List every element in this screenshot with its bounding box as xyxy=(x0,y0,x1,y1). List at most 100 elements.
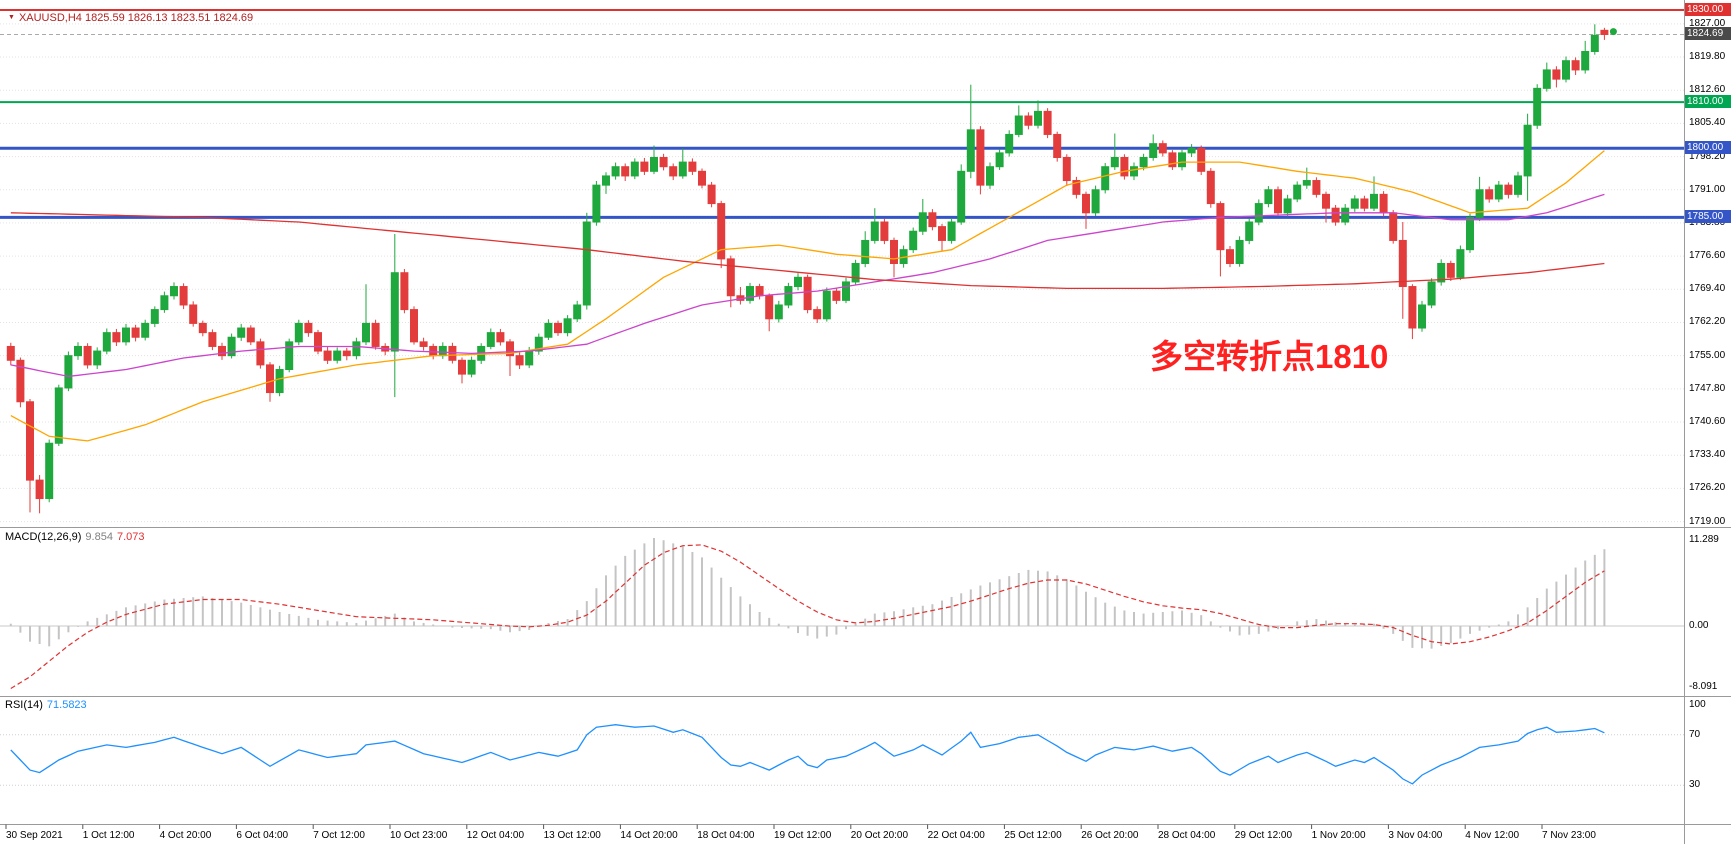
candle-body xyxy=(1331,207,1340,223)
candle-body xyxy=(1130,166,1138,177)
macd-main-value: 9.854 xyxy=(85,531,113,543)
candle-body xyxy=(995,152,1004,168)
candle-body xyxy=(1235,239,1244,264)
candle-body xyxy=(861,239,870,264)
candle-body xyxy=(1005,133,1014,154)
candle-body xyxy=(563,318,572,334)
candle-body xyxy=(506,341,514,357)
candle-body xyxy=(74,345,82,357)
candle-body xyxy=(1091,189,1100,214)
candle-body xyxy=(1197,147,1206,172)
candle-body xyxy=(707,184,716,205)
candle-body xyxy=(352,341,361,357)
candle-body xyxy=(650,156,658,172)
candle-body xyxy=(918,212,927,232)
candle-body xyxy=(131,327,140,338)
candle-body xyxy=(698,170,706,186)
candle-body xyxy=(1360,198,1369,209)
candle-body xyxy=(122,327,130,343)
candle-body xyxy=(928,212,937,228)
candle-body xyxy=(1494,184,1503,200)
candle-body xyxy=(794,276,802,288)
candle-body xyxy=(909,230,918,251)
candle-body xyxy=(822,290,831,320)
chart-annotation: 多空转折点1810 xyxy=(1150,338,1389,375)
candle-body xyxy=(419,341,428,347)
candle-body xyxy=(179,286,188,306)
candlesticks xyxy=(6,24,1609,514)
candle-body xyxy=(1552,69,1561,80)
candle-body xyxy=(285,341,294,371)
candle-body xyxy=(1053,133,1062,158)
candle-body xyxy=(880,221,889,241)
candle-body xyxy=(458,359,466,375)
candle-body xyxy=(1120,156,1129,177)
macd-histogram xyxy=(9,538,1606,649)
candle-body xyxy=(851,262,860,283)
candle-body xyxy=(1341,207,1350,223)
candle-body xyxy=(842,281,850,301)
time-axis-ticks xyxy=(5,824,1543,829)
candle-body xyxy=(803,276,812,311)
candle-body xyxy=(371,322,380,347)
candle-body xyxy=(669,166,678,177)
macd-name: MACD(12,26,9) xyxy=(5,531,82,543)
candle-body xyxy=(621,166,630,177)
candle-body xyxy=(83,345,92,366)
candle-body xyxy=(1293,184,1302,200)
candle-body xyxy=(35,479,44,500)
candle-body xyxy=(592,184,601,223)
ma-mid-magenta xyxy=(10,193,1605,378)
candle-body xyxy=(774,304,783,320)
candle-body xyxy=(189,304,198,324)
candle-body xyxy=(1542,69,1551,89)
candle-body xyxy=(534,336,543,352)
candle-body xyxy=(1475,189,1484,218)
candle-body xyxy=(1571,60,1580,71)
candle-body xyxy=(1322,193,1330,209)
rsi-value: 71.5823 xyxy=(46,699,87,711)
candle-body xyxy=(870,221,879,241)
candle-body xyxy=(1398,239,1407,288)
candle-body xyxy=(1600,29,1609,35)
candle-body xyxy=(102,332,111,352)
candle-body xyxy=(304,322,313,334)
candle-body xyxy=(16,359,25,403)
candle-body xyxy=(1418,304,1426,329)
candle-body xyxy=(1523,124,1532,177)
candle-body xyxy=(6,345,15,361)
candle-body xyxy=(208,332,217,347)
candle-body xyxy=(467,359,476,375)
candle-body xyxy=(726,258,735,297)
candle-body xyxy=(947,221,956,241)
candle-body xyxy=(832,290,841,301)
candle-body xyxy=(1446,262,1455,278)
candle-body xyxy=(45,442,54,500)
candle-body xyxy=(26,401,34,481)
candle-body xyxy=(1034,110,1042,126)
macd-signal-line xyxy=(10,544,1605,690)
candle-body xyxy=(1312,180,1321,195)
chart-symbol-icon: ▼ xyxy=(8,14,15,21)
candle-body xyxy=(765,295,774,320)
horizontal-level-lines xyxy=(0,9,1684,219)
last-price-marker xyxy=(1609,28,1617,36)
candle-body xyxy=(400,272,409,311)
candle-body xyxy=(602,175,610,186)
candle-body xyxy=(448,345,457,361)
candle-body xyxy=(1408,286,1417,329)
candle-body xyxy=(1427,281,1436,306)
candle-body xyxy=(1139,156,1148,168)
candle-body xyxy=(1206,170,1215,205)
candle-body xyxy=(1562,60,1570,80)
candle-body xyxy=(1110,156,1119,168)
candle-body xyxy=(976,129,985,186)
candle-body xyxy=(314,332,322,352)
candle-body xyxy=(1187,147,1196,154)
candle-body xyxy=(1254,203,1263,223)
candle-body xyxy=(659,156,668,168)
candle-body xyxy=(1245,221,1254,241)
